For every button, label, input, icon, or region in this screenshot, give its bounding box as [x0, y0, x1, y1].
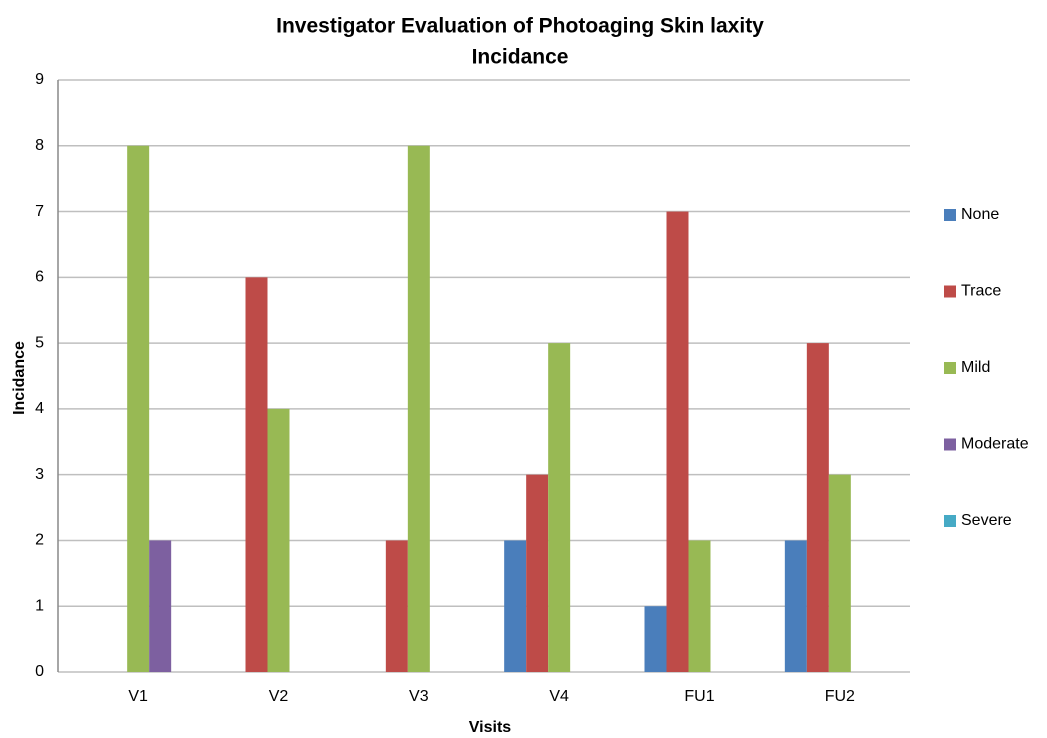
- y-tick-label: 5: [35, 334, 44, 351]
- x-axis-label: Visits: [469, 719, 512, 736]
- bar: [666, 211, 689, 673]
- bar: [267, 408, 290, 672]
- legend-label: Moderate: [961, 436, 1029, 453]
- x-tick-label: V4: [549, 688, 569, 705]
- legend-label: Severe: [961, 512, 1012, 529]
- x-tick-label: FU2: [825, 688, 855, 705]
- y-tick-label: 7: [35, 203, 44, 220]
- y-tick-label: 1: [35, 597, 44, 614]
- legend-swatch: [944, 362, 956, 374]
- x-tick-label: V3: [409, 688, 429, 705]
- bar: [526, 474, 549, 672]
- legend-swatch: [944, 515, 956, 527]
- bar: [385, 540, 408, 672]
- bar: [828, 474, 851, 672]
- x-tick-label: V1: [128, 688, 148, 705]
- bar: [245, 277, 268, 672]
- legend-swatch: [944, 285, 956, 298]
- bar: [688, 540, 711, 672]
- y-tick-label: 8: [35, 137, 44, 154]
- bar: [806, 343, 829, 672]
- bar: [784, 540, 807, 672]
- bar: [407, 145, 430, 672]
- bar: [504, 540, 527, 672]
- y-tick-label: 2: [35, 532, 44, 549]
- chart-title: Incidance: [472, 46, 569, 69]
- legend-label: Mild: [961, 359, 990, 376]
- legend-label: None: [961, 206, 999, 223]
- bar: [548, 343, 571, 672]
- bar: [644, 606, 667, 672]
- x-tick-label: FU1: [684, 688, 714, 705]
- y-tick-label: 6: [35, 269, 44, 286]
- y-tick-label: 9: [35, 71, 44, 88]
- legend-swatch: [944, 209, 956, 221]
- chart-title: Investigator Evaluation of Photoaging Sk…: [276, 15, 764, 38]
- y-tick-label: 4: [35, 400, 44, 417]
- y-tick-label: 0: [35, 663, 44, 680]
- y-tick-label: 3: [35, 466, 44, 483]
- bar: [127, 145, 150, 672]
- legend-label: Trace: [961, 283, 1001, 300]
- legend-swatch: [944, 438, 956, 451]
- bar: [149, 540, 172, 672]
- y-axis-label: Incidance: [11, 341, 28, 415]
- x-tick-label: V2: [269, 688, 289, 705]
